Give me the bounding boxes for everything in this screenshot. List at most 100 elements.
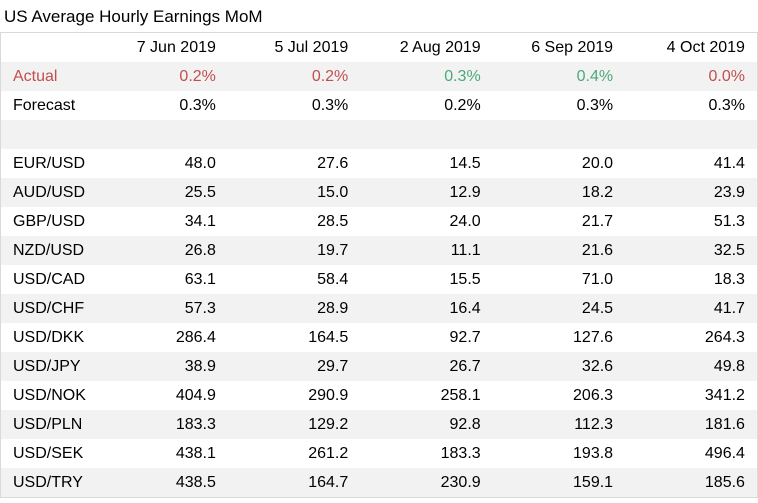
pair-value: 34.1 xyxy=(184,212,216,230)
pair-value: 71.0 xyxy=(581,270,614,288)
pair-value: 24.5 xyxy=(492,294,626,323)
pair-value: 58.4 xyxy=(317,270,349,288)
pair-label: USD/DKK xyxy=(13,328,85,346)
pair-value: 258.1 xyxy=(440,386,481,404)
pair-value: 159.1 xyxy=(492,468,626,498)
pair-value: 11.1 xyxy=(360,236,493,265)
pair-value: 261.2 xyxy=(308,444,349,462)
pair-value: 63.1 xyxy=(184,270,216,288)
header-date: 7 Jun 2019 xyxy=(95,32,228,62)
pair-value: 12.9 xyxy=(360,178,493,207)
pair-value: 92.7 xyxy=(449,328,481,346)
pair-value: 341.2 xyxy=(704,386,745,404)
actual-value: 0.0% xyxy=(625,62,758,91)
pair-value: 27.6 xyxy=(317,154,349,172)
pair-value: 48.0 xyxy=(184,154,216,172)
pair-value: 164.7 xyxy=(227,468,361,498)
table-row: AUD/USD 25.5 15.0 12.9 18.2 23.9 xyxy=(0,178,758,207)
pair-value: 28.5 xyxy=(317,212,349,230)
pair-value: 290.9 xyxy=(308,386,349,404)
table-body: Actual 0.2% 0.2% 0.3% 0.4% 0.0% Forecast… xyxy=(0,62,758,498)
forecast-value: 0.2% xyxy=(444,96,481,114)
pair-label: USD/SEK xyxy=(13,444,84,462)
pair-value: 16.4 xyxy=(360,294,493,323)
pair-value: 183.3 xyxy=(95,410,228,439)
pair-value: 129.2 xyxy=(227,410,361,439)
table-row: USD/TRY 438.5 164.7 230.9 159.1 185.6 xyxy=(0,468,758,498)
earnings-table: 7 Jun 2019 5 Jul 2019 2 Aug 2019 6 Sep 2… xyxy=(0,32,758,498)
pair-value: 57.3 xyxy=(95,294,228,323)
pair-value: 92.8 xyxy=(360,410,493,439)
pair-value: 193.8 xyxy=(573,444,614,462)
table-row: USD/CAD 63.1 58.4 15.5 71.0 18.3 xyxy=(1,265,758,294)
pair-value: 32.6 xyxy=(492,352,626,381)
pair-label: AUD/USD xyxy=(0,178,96,207)
pair-value: 14.5 xyxy=(449,154,481,172)
pair-value: 25.5 xyxy=(95,178,228,207)
pair-value: 24.0 xyxy=(449,212,481,230)
pair-value: 49.8 xyxy=(625,352,758,381)
pair-value: 26.7 xyxy=(360,352,493,381)
pair-value: 127.6 xyxy=(573,328,614,346)
pair-value: 181.6 xyxy=(625,410,758,439)
pair-value: 28.9 xyxy=(227,294,361,323)
table-row: USD/NOK 404.9 290.9 258.1 206.3 341.2 xyxy=(1,381,758,410)
forecast-row: Forecast 0.3% 0.3% 0.2% 0.3% 0.3% xyxy=(1,91,758,120)
pair-value: 286.4 xyxy=(175,328,216,346)
forecast-value: 0.3% xyxy=(179,96,216,114)
table-row: USD/PLN 183.3 129.2 92.8 112.3 181.6 xyxy=(0,410,758,439)
pair-value: 18.3 xyxy=(713,270,745,288)
pair-value: 404.9 xyxy=(175,386,216,404)
pair-label: USD/TRY xyxy=(0,468,96,498)
pair-label: GBP/USD xyxy=(13,212,86,230)
pair-value: 438.5 xyxy=(95,468,228,498)
pair-label: USD/CHF xyxy=(0,294,96,323)
header-row: 7 Jun 2019 5 Jul 2019 2 Aug 2019 6 Sep 2… xyxy=(0,32,758,62)
table-row: USD/JPY 38.9 29.7 26.7 32.6 49.8 xyxy=(0,352,758,381)
table-header: 7 Jun 2019 5 Jul 2019 2 Aug 2019 6 Sep 2… xyxy=(0,32,758,62)
table-row: EUR/USD 48.0 27.6 14.5 20.0 41.4 xyxy=(1,149,758,178)
pair-value: 183.3 xyxy=(440,444,481,462)
table-row: USD/SEK 438.1 261.2 183.3 193.8 496.4 xyxy=(1,439,758,468)
actual-value: 0.4% xyxy=(492,62,626,91)
pair-label: USD/NOK xyxy=(13,386,86,404)
spacer-row xyxy=(0,120,758,149)
table-row: NZD/USD 26.8 19.7 11.1 21.6 32.5 xyxy=(0,236,758,265)
row-label: Forecast xyxy=(13,96,76,114)
pair-value: 15.5 xyxy=(449,270,481,288)
pair-label: USD/CAD xyxy=(13,270,86,288)
pair-value: 38.9 xyxy=(95,352,228,381)
pair-value: 20.0 xyxy=(581,154,614,172)
pair-value: 19.7 xyxy=(227,236,361,265)
row-label: Actual xyxy=(0,62,96,91)
pair-label: USD/JPY xyxy=(0,352,96,381)
pair-value: 51.3 xyxy=(713,212,745,230)
pair-value: 230.9 xyxy=(360,468,493,498)
pair-label: USD/PLN xyxy=(0,410,96,439)
table-row: USD/DKK 286.4 164.5 92.7 127.6 264.3 xyxy=(1,323,758,352)
table-title: US Average Hourly Earnings MoM xyxy=(4,7,263,26)
table-row: USD/CHF 57.3 28.9 16.4 24.5 41.7 xyxy=(0,294,758,323)
pair-value: 26.8 xyxy=(95,236,228,265)
header-cell-corner xyxy=(0,32,96,62)
pair-value: 496.4 xyxy=(704,444,745,462)
actual-value: 0.2% xyxy=(95,62,228,91)
header-date: 5 Jul 2019 xyxy=(227,32,361,62)
header-date: 6 Sep 2019 xyxy=(492,32,626,62)
pair-value: 41.4 xyxy=(713,154,745,172)
actual-value: 0.3% xyxy=(360,62,493,91)
actual-row: Actual 0.2% 0.2% 0.3% 0.4% 0.0% xyxy=(0,62,758,91)
pair-label: EUR/USD xyxy=(13,154,86,172)
pair-value: 21.6 xyxy=(492,236,626,265)
pair-value: 21.7 xyxy=(581,212,614,230)
pair-value: 206.3 xyxy=(573,386,614,404)
header-date: 4 Oct 2019 xyxy=(625,32,758,62)
header-date: 2 Aug 2019 xyxy=(360,32,493,62)
table-row: GBP/USD 34.1 28.5 24.0 21.7 51.3 xyxy=(1,207,758,236)
pair-value: 41.7 xyxy=(625,294,758,323)
forecast-value: 0.3% xyxy=(576,96,614,114)
pair-value: 32.5 xyxy=(625,236,758,265)
actual-value: 0.2% xyxy=(227,62,361,91)
pair-label: NZD/USD xyxy=(0,236,96,265)
